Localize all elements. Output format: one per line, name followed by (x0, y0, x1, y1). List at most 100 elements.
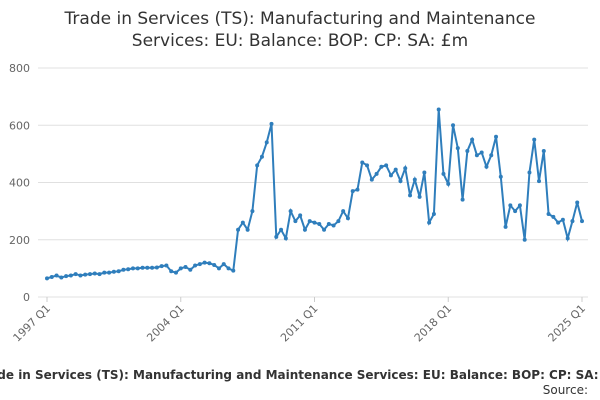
point (240, 220, 245, 225)
point (365, 163, 370, 168)
y-tick-label: 400 (9, 177, 30, 190)
point (489, 153, 494, 158)
point (259, 154, 264, 159)
point (49, 274, 54, 279)
point (556, 220, 561, 225)
point (455, 146, 460, 151)
point (193, 263, 198, 268)
point (374, 171, 379, 176)
point (73, 272, 78, 277)
point (231, 268, 236, 273)
point (107, 270, 112, 275)
point (474, 153, 479, 158)
point (384, 163, 389, 168)
point (513, 209, 518, 214)
point (221, 262, 226, 267)
point (541, 149, 546, 154)
point (264, 140, 269, 145)
x-axis-label: Trade in Services (TS): Manufacturing an… (0, 368, 600, 382)
point (269, 121, 274, 126)
point (431, 211, 436, 216)
point (178, 266, 183, 271)
point (398, 179, 403, 184)
point (393, 167, 398, 172)
point (494, 134, 499, 139)
point (164, 263, 169, 268)
point (64, 274, 69, 279)
point (312, 220, 317, 225)
point (451, 123, 456, 128)
source: Source: (543, 383, 588, 397)
point (135, 266, 140, 271)
x-tick-label: 2025 Q1 (546, 302, 589, 345)
point (97, 272, 102, 277)
point (570, 219, 575, 224)
x-tick-label: 2004 Q1 (144, 302, 187, 345)
point (537, 179, 542, 184)
point (408, 193, 413, 198)
point (212, 262, 217, 267)
point (255, 163, 260, 168)
point (412, 177, 417, 182)
point (150, 265, 155, 270)
point (403, 166, 408, 171)
point (379, 164, 384, 169)
point (522, 237, 527, 242)
point (83, 272, 88, 277)
point (126, 267, 131, 272)
x-tick-label: 2018 Q1 (412, 302, 455, 345)
point (508, 203, 513, 208)
point (173, 270, 178, 275)
point (140, 265, 145, 270)
point (68, 273, 73, 278)
y-tick-label: 800 (9, 62, 30, 75)
point (274, 234, 279, 239)
point (355, 187, 360, 192)
point (527, 170, 532, 175)
y-tick-label: 200 (9, 234, 30, 247)
point (417, 194, 422, 199)
point (59, 275, 64, 280)
point (326, 222, 331, 227)
point (331, 223, 336, 228)
point (169, 269, 174, 274)
point (116, 269, 121, 274)
point (87, 272, 92, 277)
point (226, 266, 231, 271)
point (517, 203, 522, 208)
x-tick-label: 1997 Q1 (11, 302, 54, 345)
point (441, 171, 446, 176)
point (293, 219, 298, 224)
point (479, 150, 484, 155)
point (250, 209, 255, 214)
point (498, 174, 503, 179)
point (427, 220, 432, 225)
chart-title: Trade in Services (TS): Manufacturing an… (64, 9, 536, 51)
point (283, 236, 288, 241)
point (345, 216, 350, 221)
point (207, 261, 212, 266)
point (546, 211, 551, 216)
point (102, 270, 107, 275)
point (446, 181, 451, 186)
point (145, 265, 150, 270)
point (302, 227, 307, 232)
point (54, 273, 59, 278)
point (111, 269, 116, 274)
point (460, 197, 465, 202)
point (317, 222, 322, 227)
point (130, 266, 135, 271)
line (46, 109, 583, 280)
point (307, 219, 312, 224)
point (45, 276, 49, 281)
point (216, 266, 221, 271)
point (188, 267, 193, 272)
point (565, 236, 570, 241)
point (245, 227, 250, 232)
point (236, 227, 241, 232)
point (422, 170, 427, 175)
point (92, 271, 97, 276)
point (183, 264, 188, 269)
point (336, 219, 341, 224)
point (465, 149, 470, 154)
